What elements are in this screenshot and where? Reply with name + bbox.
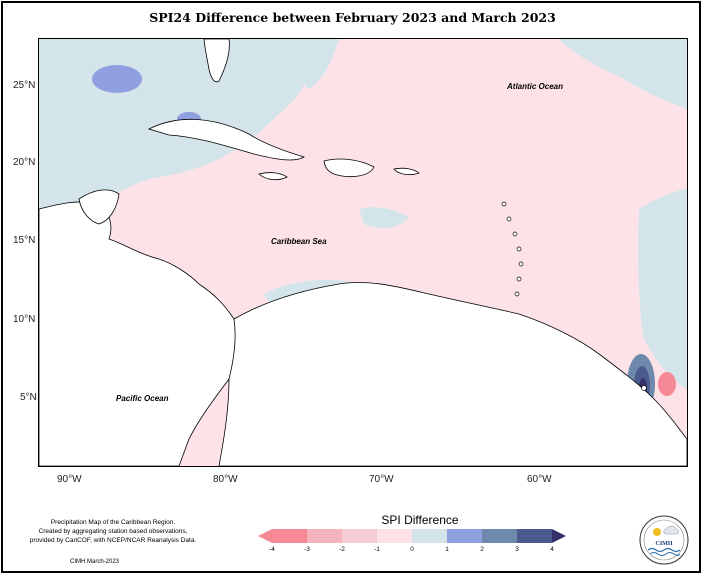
land-jamaica: [258, 172, 288, 181]
cimh-logo: CIMH: [639, 515, 689, 565]
lon-label-60: 60°W: [527, 474, 552, 485]
legend-title: SPI Difference: [381, 513, 459, 527]
map-canvas: [39, 39, 687, 466]
marker-station: [641, 385, 647, 391]
credit-line-3: provided by CariCOF, with NCEP/NCAR Rean…: [29, 537, 197, 544]
spi-wet-region-hispaniola: [359, 206, 409, 229]
wave-icon: [647, 547, 681, 553]
label-pacific-ocean: Pacific Ocean: [116, 394, 169, 403]
legend-tick-label: 2: [480, 546, 484, 553]
land-cuba: [147, 118, 305, 161]
legend-swatch: [342, 529, 377, 543]
map-panel: Atlantic Ocean Caribbean Sea Pacific Oce…: [38, 38, 688, 467]
spi-wet-region-florida: [289, 39, 339, 89]
lon-label-70: 70°W: [369, 474, 394, 485]
legend-tick-label: 0: [410, 546, 414, 553]
legend-tick-label: 1: [445, 546, 449, 553]
spi-wet-blob-gulf: [92, 65, 142, 93]
legend-tick-label: -4: [269, 546, 275, 553]
sun-icon: [653, 528, 661, 536]
legend-tick-label: -1: [374, 546, 380, 553]
legend-tick-label: 4: [550, 546, 554, 553]
lat-label-5: 5°N: [20, 392, 37, 403]
cloud-icon: [663, 525, 679, 535]
legend-tick-label: 3: [515, 546, 519, 553]
spi-wet-region-northeast: [559, 39, 687, 109]
credit-line-1: Precipitation Map of the Caribbean Regio…: [50, 519, 176, 526]
land-masses: [39, 39, 687, 466]
label-caribbean-sea: Caribbean Sea: [271, 237, 327, 246]
land-hispaniola: [323, 158, 375, 178]
label-atlantic-ocean: Atlantic Ocean: [507, 82, 564, 91]
credit-text: Precipitation Map of the Caribbean Regio…: [18, 518, 208, 545]
legend-swatch: [272, 529, 307, 543]
lon-label-80: 80°W: [213, 474, 238, 485]
land-yucatan: [78, 189, 120, 225]
legend-arrow-left: [258, 529, 272, 543]
spi-wet-region-east: [638, 189, 687, 389]
legend-swatch: [517, 529, 552, 543]
lat-label-20: 20°N: [13, 157, 36, 168]
credit-line-2: Created by aggregating station based obs…: [38, 528, 188, 535]
spi-dry-spot-guianas: [658, 372, 676, 396]
lat-label-15: 15°N: [13, 235, 36, 246]
lon-label-90: 90°W: [57, 474, 82, 485]
legend-swatches: [258, 529, 566, 543]
lat-label-10: 10°N: [13, 314, 36, 325]
legend-swatch: [377, 529, 412, 543]
legend-swatch: [307, 529, 342, 543]
land-puerto-rico: [393, 167, 420, 176]
legend-colorbar: [258, 529, 566, 543]
legend-ticks: -4 -3 -2 -1 0 1 2 3 4: [0, 546, 705, 558]
wave-icon: [649, 552, 681, 556]
credit-date: CIMH March-2023: [70, 559, 120, 565]
legend-swatch: [482, 529, 517, 543]
legend-swatch: [447, 529, 482, 543]
logo-text: CIMH: [656, 541, 673, 547]
lesser-antilles: [501, 201, 524, 297]
land-florida: [203, 39, 230, 83]
legend-swatch: [412, 529, 447, 543]
legend-tick-label: -3: [304, 546, 310, 553]
land-south-america: [218, 282, 687, 466]
lat-label-25: 25°N: [13, 80, 36, 91]
map-title: SPI24 Difference between February 2023 a…: [149, 10, 556, 25]
legend-tick-label: -2: [339, 546, 345, 553]
legend-arrow-right: [552, 529, 566, 543]
